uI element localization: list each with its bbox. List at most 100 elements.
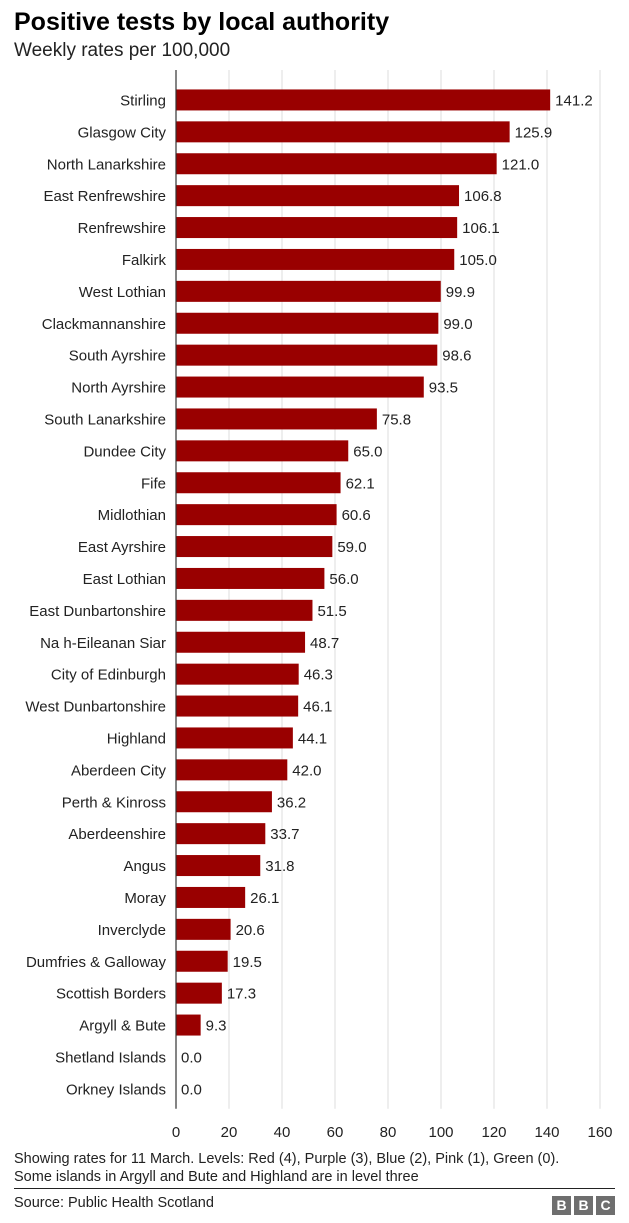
x-tick-label: 140 bbox=[534, 1124, 559, 1138]
bars bbox=[176, 89, 551, 1036]
value-label: 105.0 bbox=[459, 252, 497, 269]
bbc-logo-letter: C bbox=[596, 1196, 615, 1215]
category-label: Falkirk bbox=[122, 252, 167, 269]
category-label: Dundee City bbox=[83, 443, 166, 460]
bbc-logo-letter: B bbox=[552, 1196, 571, 1215]
bar-chart: Stirling Glasgow City North Lanarkshire Eas… bbox=[25, 70, 613, 1138]
bar bbox=[176, 663, 299, 685]
value-label: 59.0 bbox=[337, 539, 366, 556]
category-label: South Lanarkshire bbox=[44, 411, 166, 428]
bar bbox=[176, 217, 458, 239]
category-label: Glasgow City bbox=[78, 124, 167, 141]
category-label: North Ayrshire bbox=[71, 380, 166, 397]
value-label: 141.2 bbox=[555, 92, 593, 109]
bar bbox=[176, 185, 460, 207]
bar bbox=[176, 472, 341, 494]
bar bbox=[176, 89, 551, 111]
x-tick-label: 20 bbox=[221, 1124, 238, 1138]
category-label: Perth & Kinross bbox=[62, 794, 166, 811]
category-label: Midlothian bbox=[98, 507, 166, 524]
bar bbox=[176, 855, 261, 877]
value-label: 106.8 bbox=[464, 188, 502, 205]
category-label: West Lothian bbox=[79, 284, 166, 301]
footnote: Showing rates for 11 March. Levels: Red … bbox=[14, 1150, 614, 1186]
value-label: 65.0 bbox=[353, 443, 382, 460]
bar bbox=[176, 536, 333, 558]
value-label: 26.1 bbox=[250, 890, 279, 907]
value-label: 99.9 bbox=[446, 284, 475, 301]
bar bbox=[176, 950, 228, 972]
bar bbox=[176, 344, 438, 366]
value-label: 93.5 bbox=[429, 380, 458, 397]
value-label: 0.0 bbox=[181, 1049, 202, 1066]
value-label: 56.0 bbox=[329, 571, 358, 588]
category-label: Clackmannanshire bbox=[42, 316, 166, 333]
bar bbox=[176, 982, 222, 1004]
bar bbox=[176, 759, 288, 781]
category-label: Highland bbox=[107, 730, 166, 747]
value-label: 98.6 bbox=[442, 348, 471, 365]
value-label: 31.8 bbox=[265, 858, 294, 875]
footnote-line-2: Some islands in Argyll and Bute and High… bbox=[14, 1169, 419, 1185]
value-label: 20.6 bbox=[236, 922, 265, 939]
category-label: East Renfrewshire bbox=[43, 188, 166, 205]
value-label: 19.5 bbox=[233, 954, 262, 971]
chart-subtitle: Weekly rates per 100,000 bbox=[14, 40, 231, 61]
x-tick-label: 100 bbox=[428, 1124, 453, 1138]
category-label: Angus bbox=[123, 858, 166, 875]
value-label: 75.8 bbox=[382, 411, 411, 428]
bbc-logo-letter: B bbox=[574, 1196, 593, 1215]
x-tick-label: 60 bbox=[327, 1124, 344, 1138]
category-label: West Dunbartonshire bbox=[25, 699, 166, 716]
category-label: Na h-Eileanan Siar bbox=[40, 635, 166, 652]
bar bbox=[176, 504, 337, 526]
bar bbox=[176, 567, 325, 589]
bar bbox=[176, 695, 299, 717]
category-label: Stirling bbox=[120, 92, 166, 109]
chart-title: Positive tests by local authority bbox=[14, 8, 390, 36]
x-tick-label: 40 bbox=[274, 1124, 291, 1138]
bar bbox=[176, 376, 424, 398]
category-labels: Stirling Glasgow City North Lanarkshire Eas… bbox=[25, 92, 166, 1098]
category-label: Argyll & Bute bbox=[79, 1018, 166, 1035]
bar bbox=[176, 886, 246, 908]
category-label: East Dunbartonshire bbox=[29, 603, 166, 620]
value-label: 42.0 bbox=[292, 762, 321, 779]
bar bbox=[176, 153, 497, 175]
footer-divider bbox=[14, 1188, 615, 1189]
value-label: 51.5 bbox=[317, 603, 346, 620]
x-axis-ticks: 0 20 40 60 80 100 120 140 160 bbox=[172, 1124, 613, 1138]
x-tick-label: 0 bbox=[172, 1124, 180, 1138]
bar bbox=[176, 440, 349, 462]
bar bbox=[176, 121, 510, 143]
value-label: 36.2 bbox=[277, 794, 306, 811]
bar bbox=[176, 631, 306, 653]
value-label: 33.7 bbox=[270, 826, 299, 843]
value-label: 60.6 bbox=[342, 507, 371, 524]
category-label: Scottish Borders bbox=[56, 986, 166, 1003]
x-tick-label: 120 bbox=[481, 1124, 506, 1138]
category-label: City of Edinburgh bbox=[51, 667, 166, 684]
value-label: 46.1 bbox=[303, 699, 332, 716]
value-label: 17.3 bbox=[227, 986, 256, 1003]
bar bbox=[176, 248, 455, 270]
value-label: 121.0 bbox=[502, 156, 540, 173]
category-label: Inverclyde bbox=[98, 922, 166, 939]
category-label: Orkney Islands bbox=[66, 1081, 166, 1098]
bar bbox=[176, 280, 441, 302]
value-label: 9.3 bbox=[206, 1018, 227, 1035]
bbc-logo: B B C bbox=[552, 1196, 615, 1215]
bar bbox=[176, 312, 439, 334]
bar bbox=[176, 727, 293, 749]
category-label: Renfrewshire bbox=[78, 220, 166, 237]
category-label: Aberdeenshire bbox=[68, 826, 166, 843]
value-label: 62.1 bbox=[346, 475, 375, 492]
gridlines bbox=[228, 70, 601, 1109]
x-tick-label: 80 bbox=[380, 1124, 397, 1138]
category-label: South Ayrshire bbox=[69, 348, 166, 365]
category-label: East Lothian bbox=[83, 571, 166, 588]
value-label: 106.1 bbox=[462, 220, 500, 237]
value-label: 46.3 bbox=[304, 667, 333, 684]
bar bbox=[176, 408, 377, 430]
